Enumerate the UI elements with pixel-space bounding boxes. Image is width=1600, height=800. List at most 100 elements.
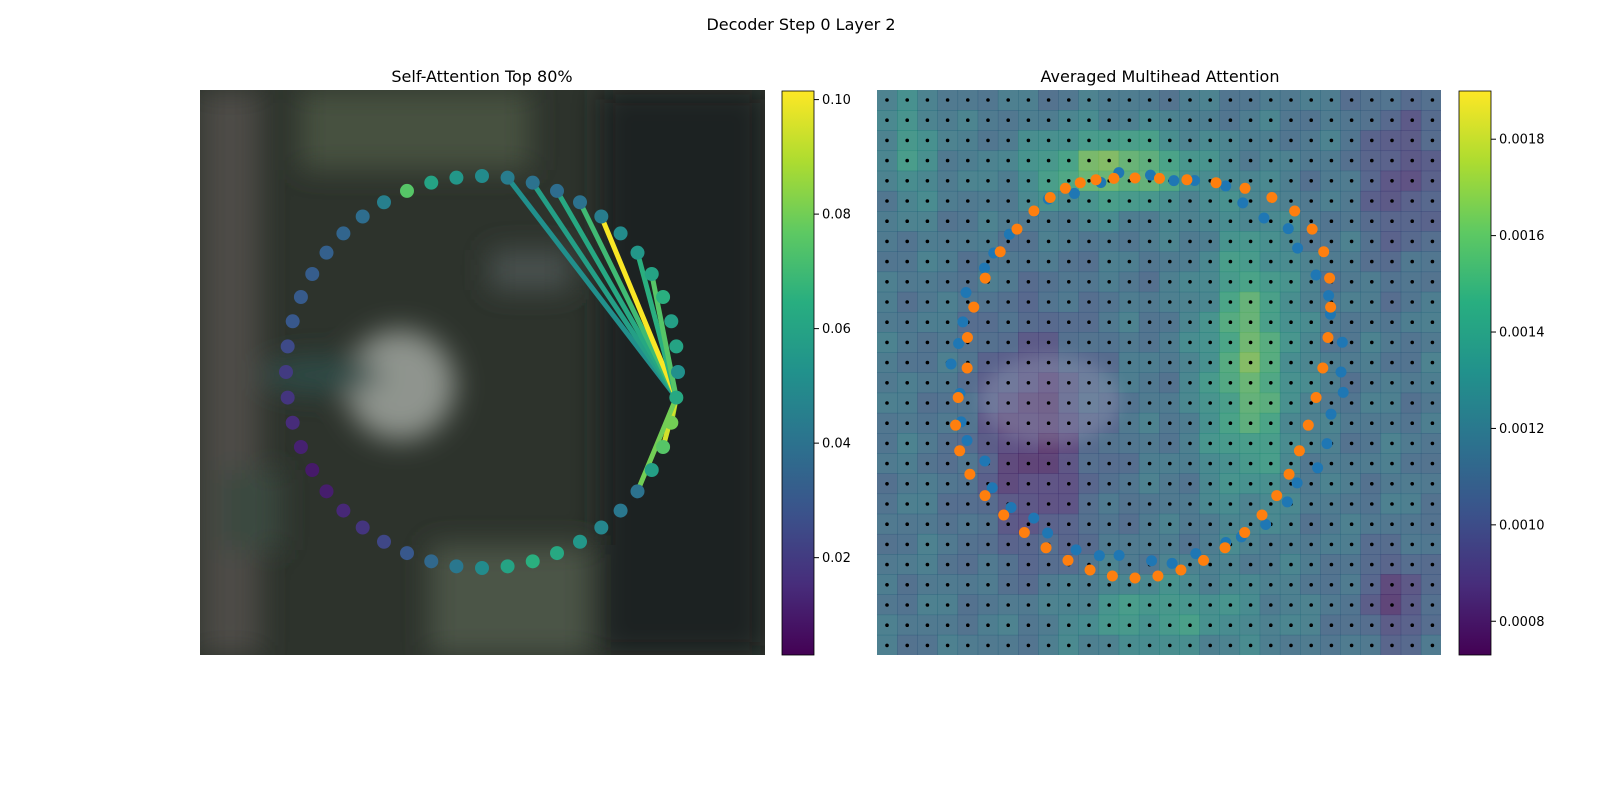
grid-dot xyxy=(1309,98,1313,102)
grid-dot xyxy=(1026,522,1031,526)
grid-dot xyxy=(1046,98,1051,102)
grid-dot xyxy=(1168,219,1172,223)
grid-dot xyxy=(1147,219,1152,223)
grid-dot xyxy=(1046,280,1051,284)
grid-dot xyxy=(1208,583,1212,587)
grid-dot xyxy=(1127,522,1132,526)
grid-dot xyxy=(1147,542,1152,547)
grid-dot xyxy=(1309,118,1313,122)
grid-dot xyxy=(1006,623,1010,627)
grid-dot xyxy=(945,542,950,547)
grid-dot xyxy=(1228,199,1233,203)
grid-dot xyxy=(905,421,909,426)
grid-dot xyxy=(1006,643,1010,648)
grid-dot xyxy=(1410,643,1414,648)
grid-dot xyxy=(1370,259,1374,264)
grid-dot xyxy=(1248,401,1253,405)
query-point xyxy=(613,226,628,241)
grid-dot xyxy=(1309,482,1313,486)
grid-dot xyxy=(986,360,990,365)
grid-dot xyxy=(1410,603,1414,607)
grid-dot xyxy=(1026,138,1031,143)
grid-dot xyxy=(1026,239,1031,244)
grid-dot xyxy=(1390,239,1394,244)
grid-dot xyxy=(1349,179,1354,183)
grid-dot xyxy=(1309,340,1313,345)
grid-dot xyxy=(1046,401,1051,405)
grid-dot xyxy=(1006,98,1010,102)
grid-dot xyxy=(1107,401,1111,405)
grid-dot xyxy=(1208,320,1212,325)
grid-dot xyxy=(1046,421,1051,426)
grid-dot xyxy=(966,461,970,466)
colorbar-ticks: 0.02 0.04 0.06 0.08 0.10 xyxy=(814,93,851,566)
grid-dot xyxy=(1349,158,1354,163)
grid-dot xyxy=(1208,219,1212,223)
grid-dot xyxy=(1430,643,1435,648)
grid-dot xyxy=(1147,239,1152,244)
grid-dot xyxy=(1067,360,1071,365)
grid-dot xyxy=(1349,603,1354,607)
grid-dot xyxy=(1349,583,1354,587)
grid-dot xyxy=(905,360,909,365)
grid-dot xyxy=(885,461,889,466)
offset-point xyxy=(1084,564,1096,576)
grid-dot xyxy=(1188,502,1192,506)
query-point xyxy=(656,440,671,455)
grid-dot xyxy=(1127,360,1132,365)
grid-dot xyxy=(1430,381,1435,385)
heatmap-area xyxy=(877,90,1441,655)
self-attention-title: Self-Attention Top 80% xyxy=(391,67,572,86)
query-point xyxy=(355,209,370,224)
grid-dot xyxy=(1107,643,1111,648)
grid-dot xyxy=(1168,138,1172,143)
grid-dot xyxy=(1188,300,1192,304)
grid-dot xyxy=(905,603,909,607)
grid-dot xyxy=(966,522,970,526)
grid-dot xyxy=(1087,340,1091,345)
grid-dot xyxy=(1228,562,1233,567)
grid-dot xyxy=(925,542,930,547)
grid-dot xyxy=(1026,118,1031,122)
grid-dot xyxy=(966,643,970,648)
grid-dot xyxy=(885,340,889,345)
grid-dot xyxy=(1188,562,1192,567)
grid-dot xyxy=(1188,340,1192,345)
grid-dot xyxy=(1147,603,1152,607)
grid-dot xyxy=(1127,502,1132,506)
grid-dot xyxy=(1006,219,1010,223)
grid-dot xyxy=(1269,562,1273,567)
query-point xyxy=(305,267,320,281)
grid-dot xyxy=(1370,158,1374,163)
grid-dot xyxy=(905,542,909,547)
query-point xyxy=(293,440,308,455)
grid-dot xyxy=(1188,381,1192,385)
offset-point xyxy=(1210,177,1222,189)
grid-dot xyxy=(1309,542,1313,547)
contour-point xyxy=(1282,223,1294,235)
grid-dot xyxy=(1046,138,1051,143)
grid-dot xyxy=(1248,118,1253,122)
grid-dot xyxy=(1390,502,1394,506)
grid-dot xyxy=(1410,421,1414,426)
grid-dot xyxy=(1127,603,1132,607)
grid-dot xyxy=(1147,482,1152,486)
grid-dot xyxy=(1390,360,1394,365)
grid-dot xyxy=(1370,360,1374,365)
grid-dot xyxy=(945,98,950,102)
grid-dot xyxy=(1127,401,1132,405)
grid-dot xyxy=(1127,583,1132,587)
offset-point xyxy=(1271,490,1283,502)
grid-dot xyxy=(1107,199,1111,203)
grid-dot xyxy=(1309,603,1313,607)
grid-dot xyxy=(1087,482,1091,486)
contour-point xyxy=(1292,242,1304,254)
grid-dot xyxy=(1127,482,1132,486)
grid-dot xyxy=(1329,583,1334,587)
grid-dot xyxy=(1430,158,1435,163)
grid-dot xyxy=(1026,421,1031,426)
grid-dot xyxy=(1127,441,1132,446)
grid-dot xyxy=(1349,381,1354,385)
grid-dot xyxy=(966,199,970,203)
grid-dot xyxy=(1147,320,1152,325)
